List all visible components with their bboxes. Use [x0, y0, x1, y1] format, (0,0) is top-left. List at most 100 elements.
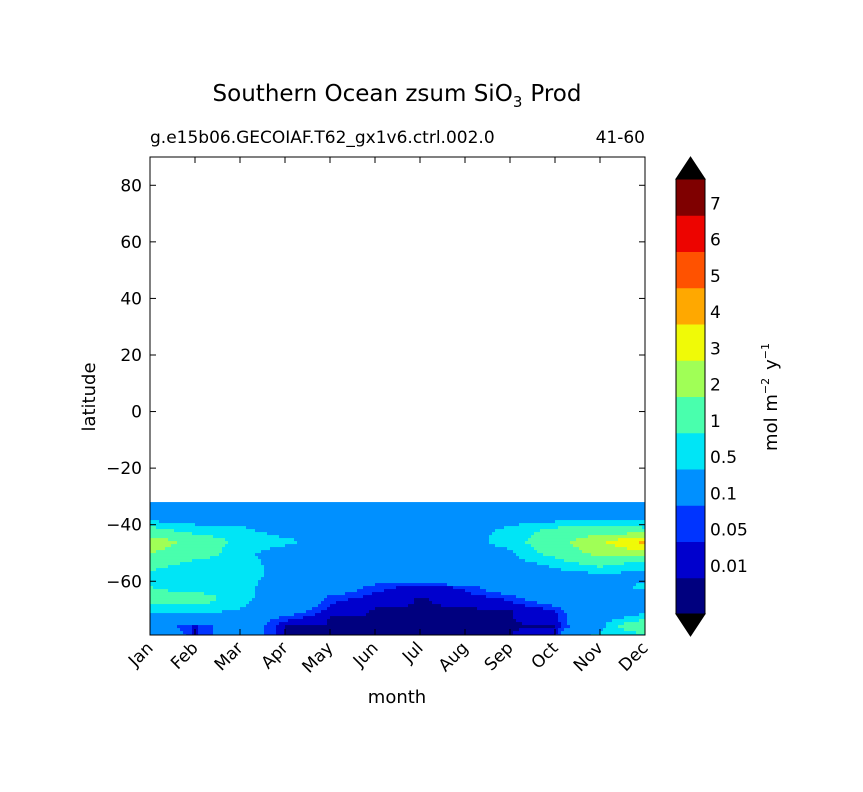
y-tick-label: 80: [120, 176, 142, 196]
contour-cell: [513, 550, 538, 554]
contour-cell: [150, 619, 271, 623]
contour-cell: [606, 541, 640, 545]
contour-cell: [513, 616, 559, 620]
contour-cell: [612, 619, 640, 623]
contour-cell: [321, 610, 370, 614]
contour-field: [150, 502, 645, 635]
contour-cell: [639, 613, 645, 617]
contour-cell: [264, 628, 277, 632]
contour-cell: [285, 625, 556, 629]
colorbar-band: [676, 360, 705, 397]
contour-cell: [213, 628, 265, 632]
contour-cell: [519, 556, 556, 560]
colorbar-band: [676, 251, 705, 289]
contour-cell: [384, 589, 466, 593]
contour-cell: [348, 598, 415, 602]
contour-cell: [501, 592, 645, 596]
contour-cell: [204, 592, 256, 596]
contour-cell: [321, 601, 337, 605]
colorbar-label-main: mol m: [761, 394, 782, 451]
contour-cell: [258, 580, 645, 584]
contour-cell: [570, 625, 607, 629]
contour-cell: [264, 625, 277, 629]
contour-cell: [288, 619, 328, 623]
contour-cell: [513, 631, 559, 635]
contour-cell: [336, 601, 415, 605]
chart-title-subscript: 3: [513, 93, 523, 111]
contour-cell: [579, 547, 628, 551]
contour-cell: [531, 535, 589, 539]
contour-cell: [213, 535, 280, 539]
contour-cell: [279, 622, 328, 626]
chart-subtitle-right: 41-60: [596, 128, 645, 148]
contour-cell: [150, 568, 157, 572]
y-tick-label: 40: [120, 289, 142, 309]
contour-cell: [606, 622, 625, 626]
contour-cell: [534, 547, 580, 551]
contour-cell: [261, 562, 538, 566]
contour-cell: [150, 586, 154, 590]
contour-cell: [615, 544, 645, 548]
contour-cell: [198, 625, 214, 629]
contour-cell: [618, 538, 645, 542]
contour-cell: [222, 547, 271, 551]
contour-cell: [558, 619, 568, 623]
contour-cell: [525, 598, 645, 602]
contour-cell: [150, 610, 223, 614]
colorbar-tick-label: 3: [710, 339, 721, 359]
colorbar-tick-label: 5: [710, 267, 721, 287]
contour-cell: [480, 586, 634, 590]
contour-cell: [555, 625, 562, 629]
x-axis-label: month: [368, 687, 426, 708]
contour-cell: [255, 553, 517, 557]
contour-cell: [150, 565, 169, 569]
contour-cell: [327, 595, 364, 599]
contour-cell: [618, 625, 645, 629]
contour-cell: [270, 619, 289, 623]
contour-cell: [555, 520, 645, 524]
contour-cell: [561, 631, 601, 635]
contour-cell: [570, 541, 607, 545]
contour-cell: [261, 550, 514, 554]
contour-cell: [531, 544, 574, 548]
contour-cell: [213, 631, 265, 635]
contour-cell: [372, 592, 472, 596]
contour-cell: [621, 571, 645, 575]
contour-cell: [519, 628, 559, 632]
x-tick-label: Jul: [398, 638, 427, 667]
contour-cell: [192, 532, 268, 536]
contour-cell: [318, 604, 331, 608]
contour-cell: [636, 583, 645, 587]
colorbar: 0.01 0.05 0.1 0.5 1 2 3 4 5 6 7: [675, 156, 748, 637]
contour-cell: [150, 520, 160, 524]
contour-cell: [537, 601, 645, 605]
contour-cell: [330, 616, 514, 620]
contour-cell: [567, 622, 607, 626]
contour-cell: [150, 601, 211, 605]
contour-cell: [150, 562, 181, 566]
contour-cell: [489, 541, 526, 545]
colorbar-tick-label: 0.5: [710, 448, 737, 468]
contour-cell: [150, 529, 175, 533]
contour-cell: [150, 502, 645, 506]
y-tick-label: −40: [106, 516, 142, 536]
contour-cell: [579, 562, 625, 566]
colorbar-label: mol m−2 y−1: [759, 343, 782, 451]
colorbar-label-mid: y: [761, 359, 782, 370]
contour-cell: [222, 550, 262, 554]
contour-cell: [486, 589, 645, 593]
contour-cell: [150, 508, 645, 512]
contour-cell: [267, 532, 493, 536]
contour-cell: [537, 562, 580, 566]
y-tick-label: 20: [120, 346, 142, 366]
contour-cell: [486, 595, 517, 599]
contour-cell: [216, 595, 256, 599]
contour-cell: [327, 607, 376, 611]
colorbar-tick-label: 0.01: [710, 557, 748, 577]
contour-cell: [552, 604, 645, 608]
contour-cell: [150, 553, 220, 557]
contour-cell: [588, 571, 622, 575]
chart-subtitle-left: g.e15b06.GECOIAF.T62_gx1v6.ctrl.002.0: [150, 128, 495, 148]
x-tick-label: Oct: [528, 638, 563, 673]
